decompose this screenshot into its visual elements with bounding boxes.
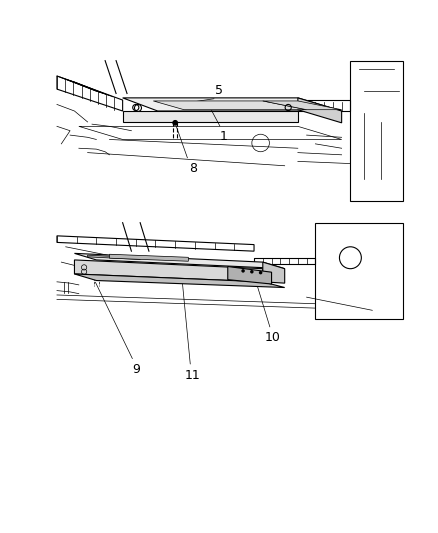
Circle shape [259,271,262,274]
Polygon shape [74,274,285,287]
Text: 1: 1 [219,130,227,143]
Circle shape [173,120,177,125]
Polygon shape [110,254,188,261]
Circle shape [241,269,245,273]
Text: 5: 5 [215,84,223,98]
Polygon shape [263,262,285,283]
Text: 9: 9 [132,363,140,376]
Text: 8: 8 [189,162,197,175]
Circle shape [250,270,254,273]
Polygon shape [123,111,298,122]
Polygon shape [153,101,307,110]
Polygon shape [228,266,272,284]
Polygon shape [88,255,140,260]
Polygon shape [298,98,342,123]
Text: 11: 11 [185,368,201,382]
Polygon shape [74,253,285,269]
Polygon shape [263,101,342,110]
Polygon shape [123,98,342,111]
Polygon shape [74,260,263,282]
Text: 10: 10 [265,332,281,344]
